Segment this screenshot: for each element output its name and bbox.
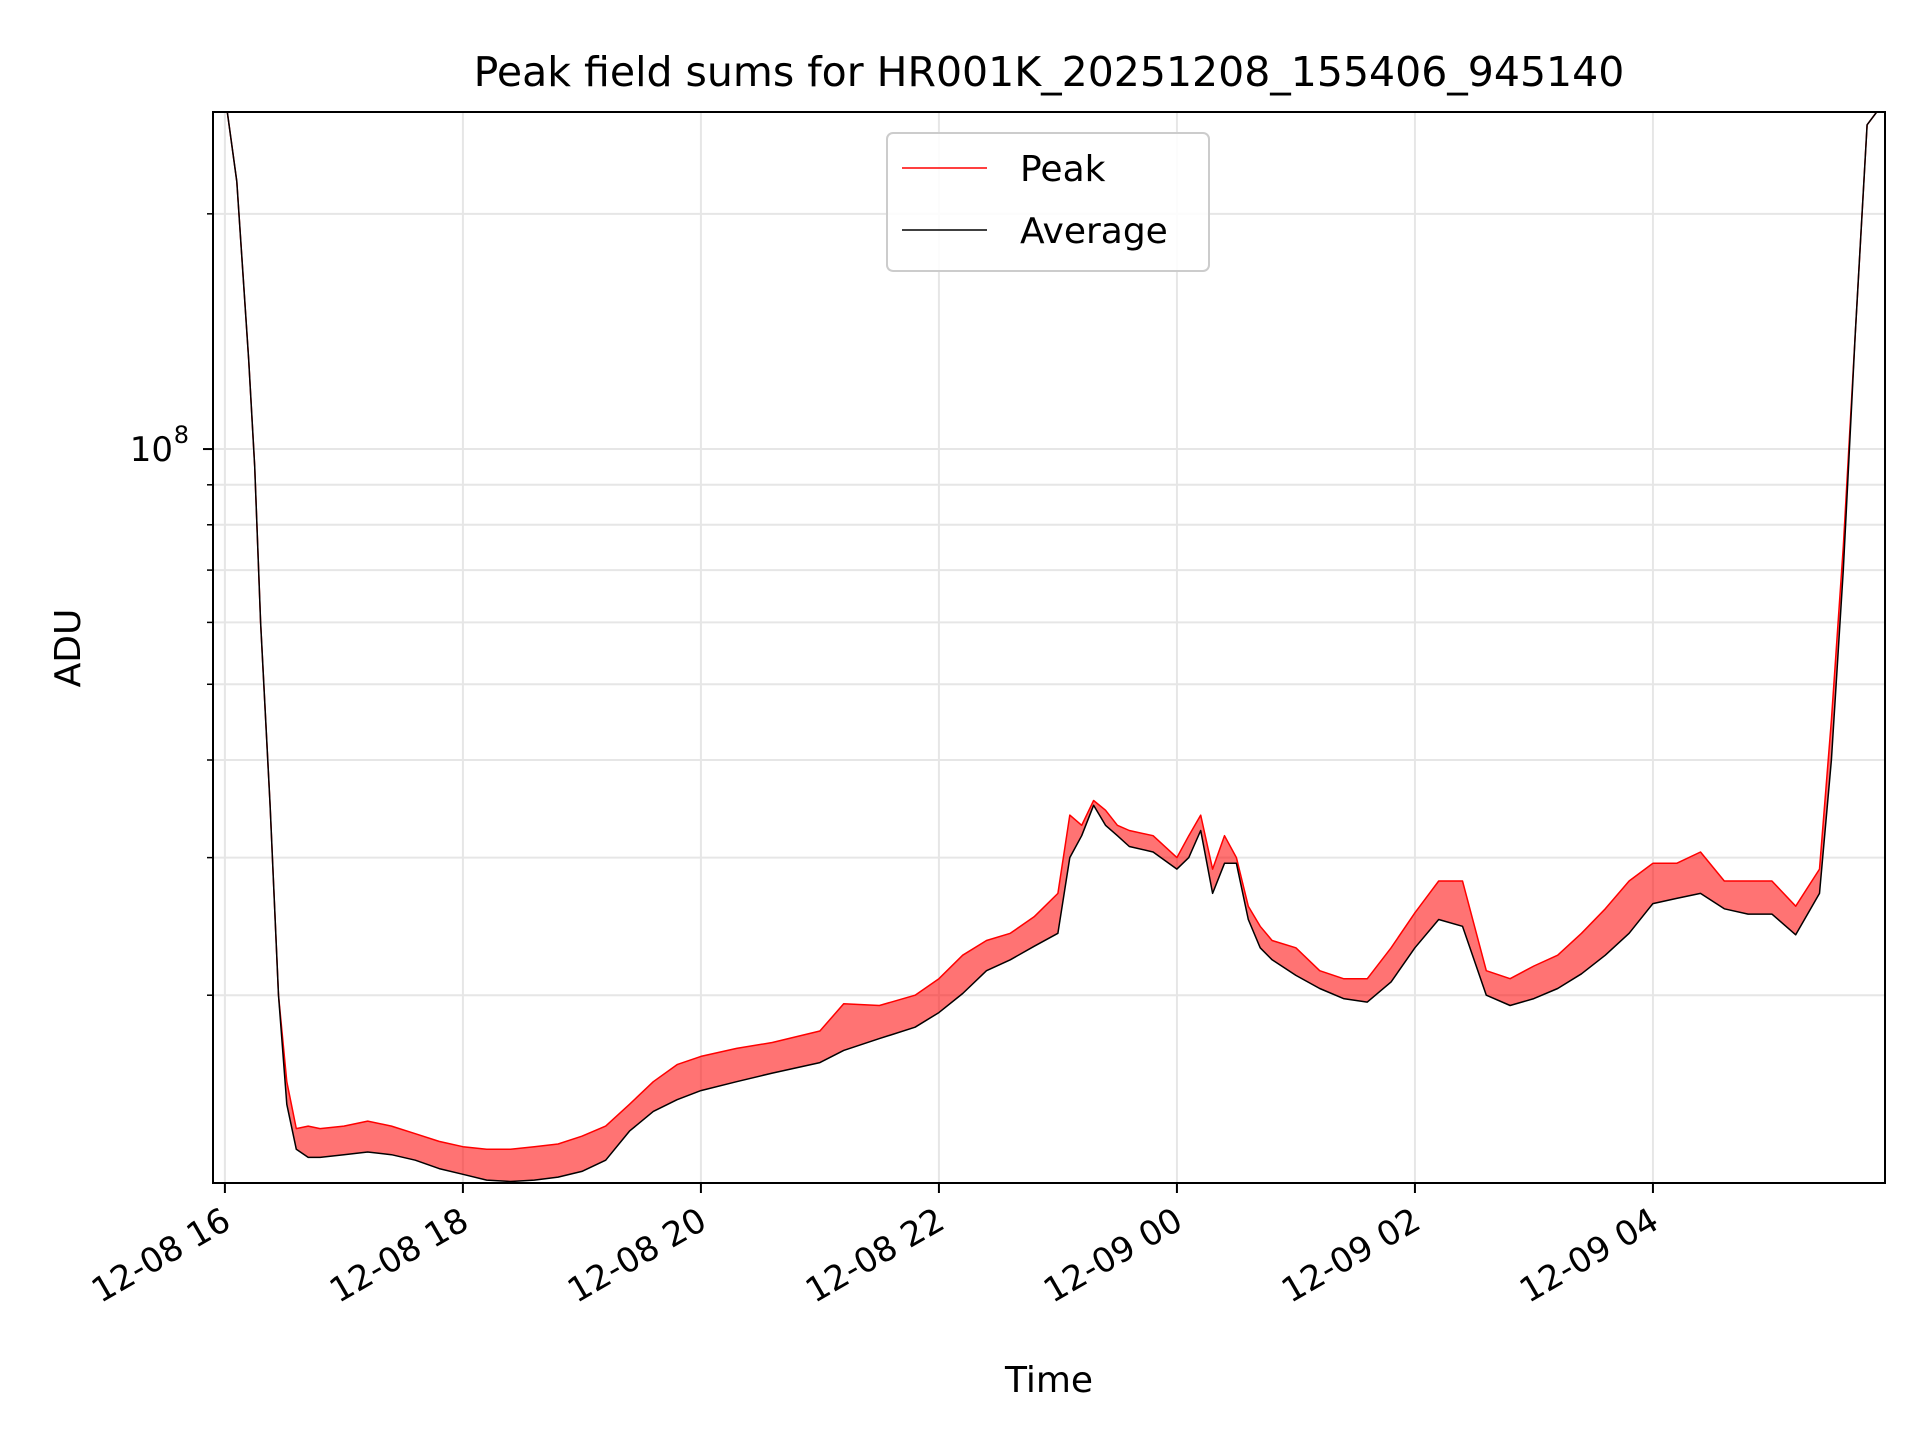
y-tick-label: 10 [130,430,173,470]
series-line-peak [226,112,1878,1151]
y-axis-label: ADU [48,609,89,688]
series-layer [226,112,1878,1183]
legend-label-peak: Peak [1020,149,1106,190]
x-axis-label: Time [1004,1360,1093,1401]
peak-spike-band [227,112,1877,1182]
plot-frame [212,111,1886,1184]
y-tick-label-exponent: 8 [174,421,189,449]
chart-title: Peak field sums for HR001K_20251208_1554… [474,48,1625,96]
y-tick-label-base: 10 [130,430,173,470]
legend: Peak Average [886,132,1210,272]
legend-label-average: Average [1020,211,1168,252]
series-line-average [226,112,1878,1183]
grid-layer [213,112,1885,1183]
